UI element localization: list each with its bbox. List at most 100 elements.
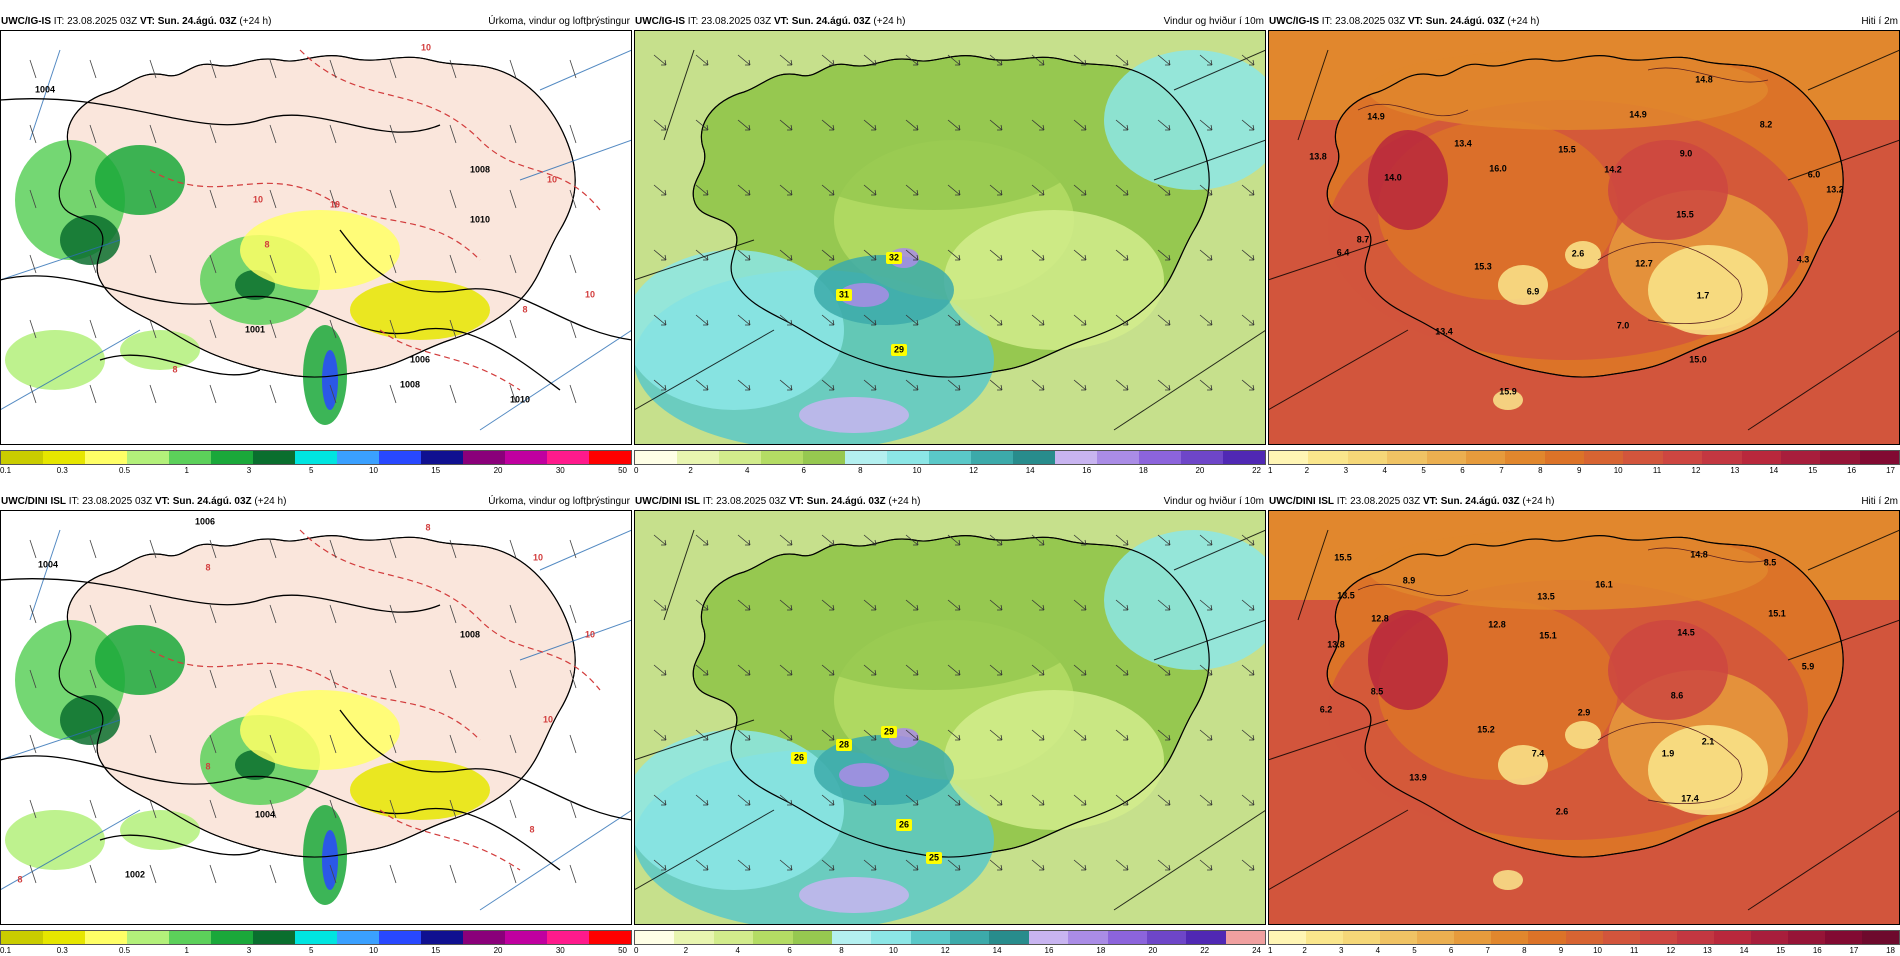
- wind-barb: [29, 254, 37, 274]
- colorbar: 0.1 0.3 0.5 1 3 5 10 15 20 30 50: [0, 450, 632, 476]
- isobar-label: 1008: [400, 379, 420, 389]
- wind-arrow: [989, 54, 1003, 66]
- wind-arrow: [905, 379, 919, 391]
- field-shading: [1648, 725, 1768, 815]
- isotherm-label: 8: [172, 364, 177, 374]
- wind-arrow: [1031, 379, 1045, 391]
- wind-arrow: [1031, 249, 1045, 261]
- wind-arrow: [653, 184, 667, 196]
- isobar-line: [0, 275, 561, 391]
- temperature-value-label: 8.2: [1760, 119, 1773, 129]
- wind-barb: [209, 189, 217, 209]
- lead-time: (+24 h): [1519, 496, 1555, 507]
- wind-barb: [29, 319, 37, 339]
- isotherm-label: 10: [533, 552, 543, 562]
- colorbar-swatch: [253, 931, 295, 944]
- colorbar-swatch: [547, 451, 589, 464]
- isotherm-label: 8: [425, 522, 430, 532]
- colorbar-swatch: [379, 931, 421, 944]
- isobar-line: [0, 755, 561, 871]
- colorbar-tick-label: 50: [618, 946, 627, 955]
- wind-barb: [269, 539, 277, 559]
- wind-arrow: [737, 379, 751, 391]
- wind-barb: [209, 734, 217, 754]
- colorbar-tick-label: 16: [1812, 946, 1822, 955]
- wind-barb: [29, 864, 37, 884]
- colorbar-swatch: [337, 451, 379, 464]
- colorbar-swatch: [547, 931, 589, 944]
- wind-arrow: [1199, 794, 1213, 806]
- colorbar-tick-label: 20: [1148, 946, 1158, 955]
- wind-arrow: [947, 794, 961, 806]
- gust-label-bg: [896, 819, 912, 831]
- wind-arrow: [1031, 729, 1045, 741]
- wind-arrow: [1157, 664, 1171, 676]
- colorbar-swatch: [1702, 451, 1742, 464]
- wind-arrow: [1073, 729, 1087, 741]
- wind-arrow: [821, 599, 835, 611]
- wind-arrow: [905, 859, 919, 871]
- panel-temp-dini: UWC/DINI ISL IT: 23.08.2025 03Z VT: Sun.…: [1268, 495, 1900, 955]
- temperature-value-label: 13.4: [1454, 138, 1472, 148]
- wind-barb: [389, 604, 397, 624]
- colorbar-tick-label: 5: [1412, 946, 1417, 955]
- colorbar: 0.1 0.3 0.5 1 3 5 10 15 20 30 50: [0, 930, 632, 956]
- field-shading: [799, 397, 909, 433]
- wind-arrow: [1241, 184, 1255, 196]
- isotherm-label: 8: [529, 824, 534, 834]
- wind-arrow: [1031, 664, 1045, 676]
- model-name: UWC/DINI ISL: [635, 496, 700, 507]
- temperature-value-label: 8.7: [1357, 234, 1370, 244]
- wind-arrow: [1073, 379, 1087, 391]
- isobar-line: [99, 354, 261, 376]
- isobar-label: 1006: [410, 354, 430, 364]
- wind-barb: [89, 539, 97, 559]
- wind-arrow: [821, 54, 835, 66]
- panel-title: Vindur og hviður í 10m: [1163, 16, 1264, 27]
- wind-arrow: [1073, 859, 1087, 871]
- wind-barb: [269, 319, 277, 339]
- wind-barb: [209, 384, 217, 404]
- wind-barb: [29, 189, 37, 209]
- colorbar-swatch: [1862, 931, 1900, 944]
- graticule-line: [479, 329, 632, 431]
- colorbar-swatch: [1584, 451, 1624, 464]
- wind-arrow: [989, 379, 1003, 391]
- colorbar-swatch: [803, 451, 845, 464]
- wind-barb: [509, 59, 517, 79]
- wind-arrow: [1073, 54, 1087, 66]
- colorbar-tick-label: 10: [1593, 946, 1603, 955]
- panel-title: Úrkoma, vindur og loftþrýstingur: [488, 496, 630, 507]
- coastline: [692, 535, 1210, 858]
- graticule-line: [0, 239, 121, 281]
- wind-barb: [509, 124, 517, 144]
- wind-barb: [329, 319, 337, 339]
- wind-arrow: [695, 249, 709, 261]
- wind-arrow: [1199, 859, 1213, 871]
- graticule-line: [1747, 329, 1900, 431]
- colorbar-swatch: [1741, 451, 1781, 464]
- wind-barb: [329, 799, 337, 819]
- colorbar-tick-label: 15: [1776, 946, 1786, 955]
- init-time: IT: 23.08.2025 03Z: [66, 496, 155, 507]
- panel-title: Hiti í 2m: [1861, 16, 1898, 27]
- colorbar-swatch: [85, 931, 127, 944]
- wind-arrow: [1115, 859, 1129, 871]
- wind-arrow: [905, 664, 919, 676]
- isobar-line: [99, 834, 261, 856]
- temperature-value-label: 2.6: [1572, 248, 1585, 258]
- colorbar-tick-label: 2: [683, 946, 689, 955]
- wind-arrow: [1241, 729, 1255, 741]
- panel-precip-igis: UWC/IG-IS IT: 23.08.2025 03Z VT: Sun. 24…: [0, 15, 632, 480]
- wind-arrow: [989, 249, 1003, 261]
- init-time: IT: 23.08.2025 03Z: [1334, 496, 1423, 507]
- colorbar-tick-label: 7: [1485, 946, 1490, 955]
- wind-arrow: [695, 54, 709, 66]
- colorbar-tick-label: 14: [992, 946, 1002, 955]
- colorbar-tick-label: 17: [1849, 946, 1859, 955]
- graticule-line: [1268, 239, 1389, 281]
- wind-arrow: [947, 729, 961, 741]
- weather-map: 15.5 14.8 8.5 13.5 8.9 13.5 16.1 15.1 12.8 12.8 15…: [1268, 510, 1900, 925]
- colorbar-swatch: [1387, 451, 1427, 464]
- wind-arrow: [1199, 54, 1213, 66]
